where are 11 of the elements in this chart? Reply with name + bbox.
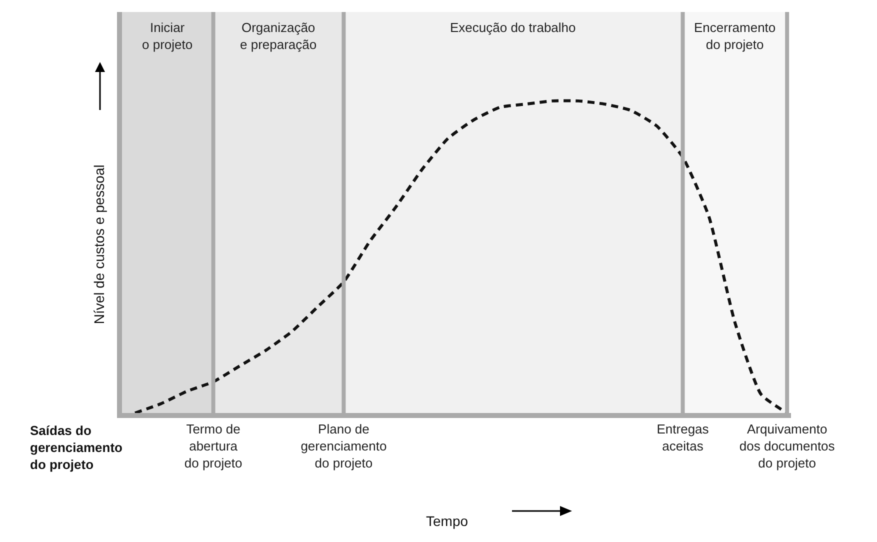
text: Encerramento do projeto bbox=[694, 20, 776, 52]
x-tick-label: Entregas aceitas bbox=[656, 422, 710, 454]
x-tick-label: Plano de gerenciamento do projeto bbox=[300, 422, 387, 470]
x-tick-label: Termo de abertura do projeto bbox=[184, 422, 242, 470]
text: Organização e preparação bbox=[240, 20, 317, 52]
x-tick-label: Arquivamento dos documentos do projeto bbox=[739, 422, 836, 470]
text: Iniciar o projeto bbox=[142, 20, 193, 52]
text: Execução do trabalho bbox=[450, 20, 576, 35]
text: Saídas do gerenciamento do projeto bbox=[30, 423, 123, 472]
text: Tempo bbox=[426, 513, 468, 529]
y-axis-title: Nível de custos e pessoal bbox=[91, 164, 108, 324]
